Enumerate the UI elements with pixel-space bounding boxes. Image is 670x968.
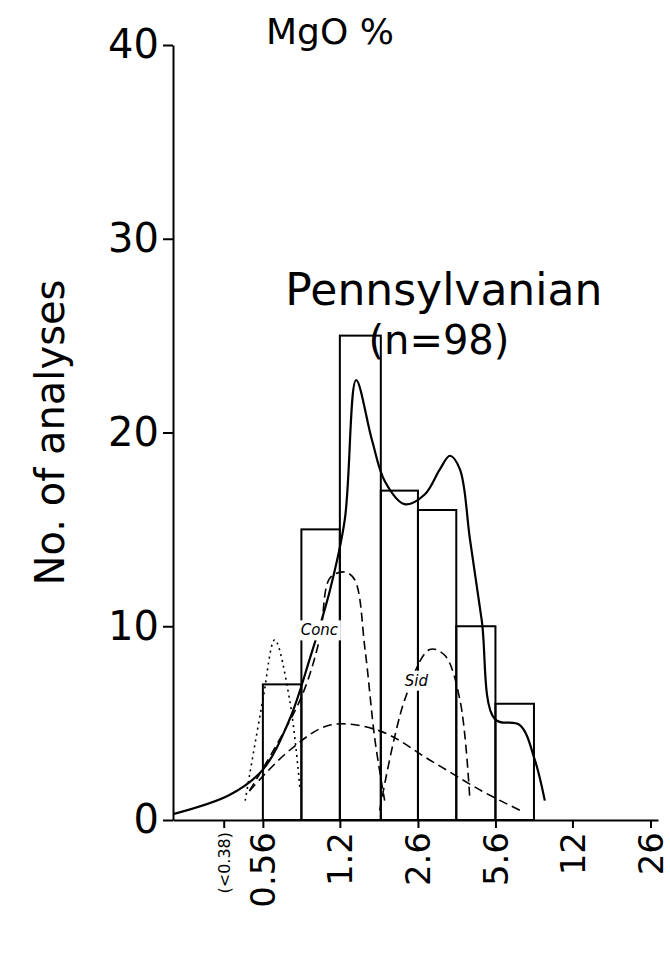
curve bbox=[173, 380, 545, 814]
chart-svg: (<0.38) 0.56 1.2 2.6 5.6 12 26 0 10 20 30 40 No. of … bbox=[0, 0, 670, 968]
y-tick-label: 20 bbox=[108, 409, 159, 455]
chart-title: MgO % bbox=[266, 11, 394, 52]
x-tick-mark bbox=[262, 820, 264, 828]
histogram-bar bbox=[340, 336, 381, 820]
x-tick-label: 2.6 bbox=[398, 832, 438, 886]
histogram-bar bbox=[456, 626, 495, 820]
y-tick-mark bbox=[163, 432, 173, 434]
annotation-text: Conc bbox=[301, 621, 339, 639]
x-tick: 2.6 bbox=[398, 820, 438, 886]
x-tick: 5.6 bbox=[476, 820, 516, 886]
x-tick-mark bbox=[650, 820, 652, 828]
annotation-text: (n=98) bbox=[368, 317, 509, 363]
histogram-bar bbox=[381, 491, 418, 820]
x-tick-mark bbox=[417, 820, 419, 828]
curve bbox=[249, 572, 384, 801]
y-tick: 40 bbox=[108, 21, 173, 67]
annotation-text: Pennsylvanian bbox=[285, 264, 602, 315]
plot-area bbox=[173, 336, 545, 820]
curve bbox=[245, 640, 300, 801]
annotations: Pennsylvanian(n=98) Conc Sid bbox=[285, 264, 602, 691]
x-axis-line bbox=[174, 820, 659, 822]
x-axis: (<0.38) 0.56 1.2 2.6 5.6 12 26 bbox=[174, 820, 670, 908]
x-tick-mark bbox=[339, 820, 341, 828]
y-tick: 30 bbox=[108, 215, 173, 261]
y-tick-mark bbox=[163, 626, 173, 628]
y-tick-mark bbox=[163, 238, 173, 240]
y-tick-mark bbox=[163, 45, 173, 47]
annotation: Conc bbox=[299, 620, 341, 640]
annotation: (n=98) bbox=[368, 317, 509, 363]
x-tick-label: 1.2 bbox=[320, 832, 360, 886]
y-tick: 10 bbox=[108, 603, 173, 649]
annotation-patch bbox=[403, 671, 431, 691]
x-tick-label: 0.56 bbox=[243, 832, 283, 908]
x-tick: (<0.38) bbox=[215, 820, 234, 894]
y-tick-label: 30 bbox=[108, 215, 159, 261]
x-tick: 12 bbox=[553, 820, 593, 875]
y-tick-label: 0 bbox=[134, 796, 159, 842]
x-tick: 26 bbox=[631, 820, 670, 875]
x-tick-label: (<0.38) bbox=[215, 832, 234, 894]
y-tick: 20 bbox=[108, 409, 173, 455]
annotation: Sid bbox=[403, 671, 431, 691]
y-tick-label: 10 bbox=[108, 603, 159, 649]
y-axis-title: No. of analyses bbox=[27, 280, 73, 586]
x-tick-label: 12 bbox=[553, 832, 593, 875]
x-tick-mark bbox=[572, 820, 574, 828]
x-tick-mark bbox=[223, 820, 225, 828]
y-tick-mark bbox=[163, 820, 173, 822]
annotation: Pennsylvanian bbox=[285, 264, 602, 315]
x-tick: 0.56 bbox=[243, 820, 283, 908]
y-tick-label: 40 bbox=[108, 21, 159, 67]
curve bbox=[380, 649, 470, 810]
x-tick-label: 5.6 bbox=[476, 832, 516, 886]
curve bbox=[249, 724, 519, 811]
y-tick: 0 bbox=[134, 796, 173, 842]
x-tick: 1.2 bbox=[320, 820, 360, 886]
x-tick-mark bbox=[495, 820, 497, 828]
y-axis: 0 10 20 30 40 bbox=[108, 21, 173, 842]
x-tick-label: 26 bbox=[631, 832, 670, 875]
annotation-text: Sid bbox=[405, 672, 429, 690]
annotation-patch bbox=[299, 620, 341, 640]
